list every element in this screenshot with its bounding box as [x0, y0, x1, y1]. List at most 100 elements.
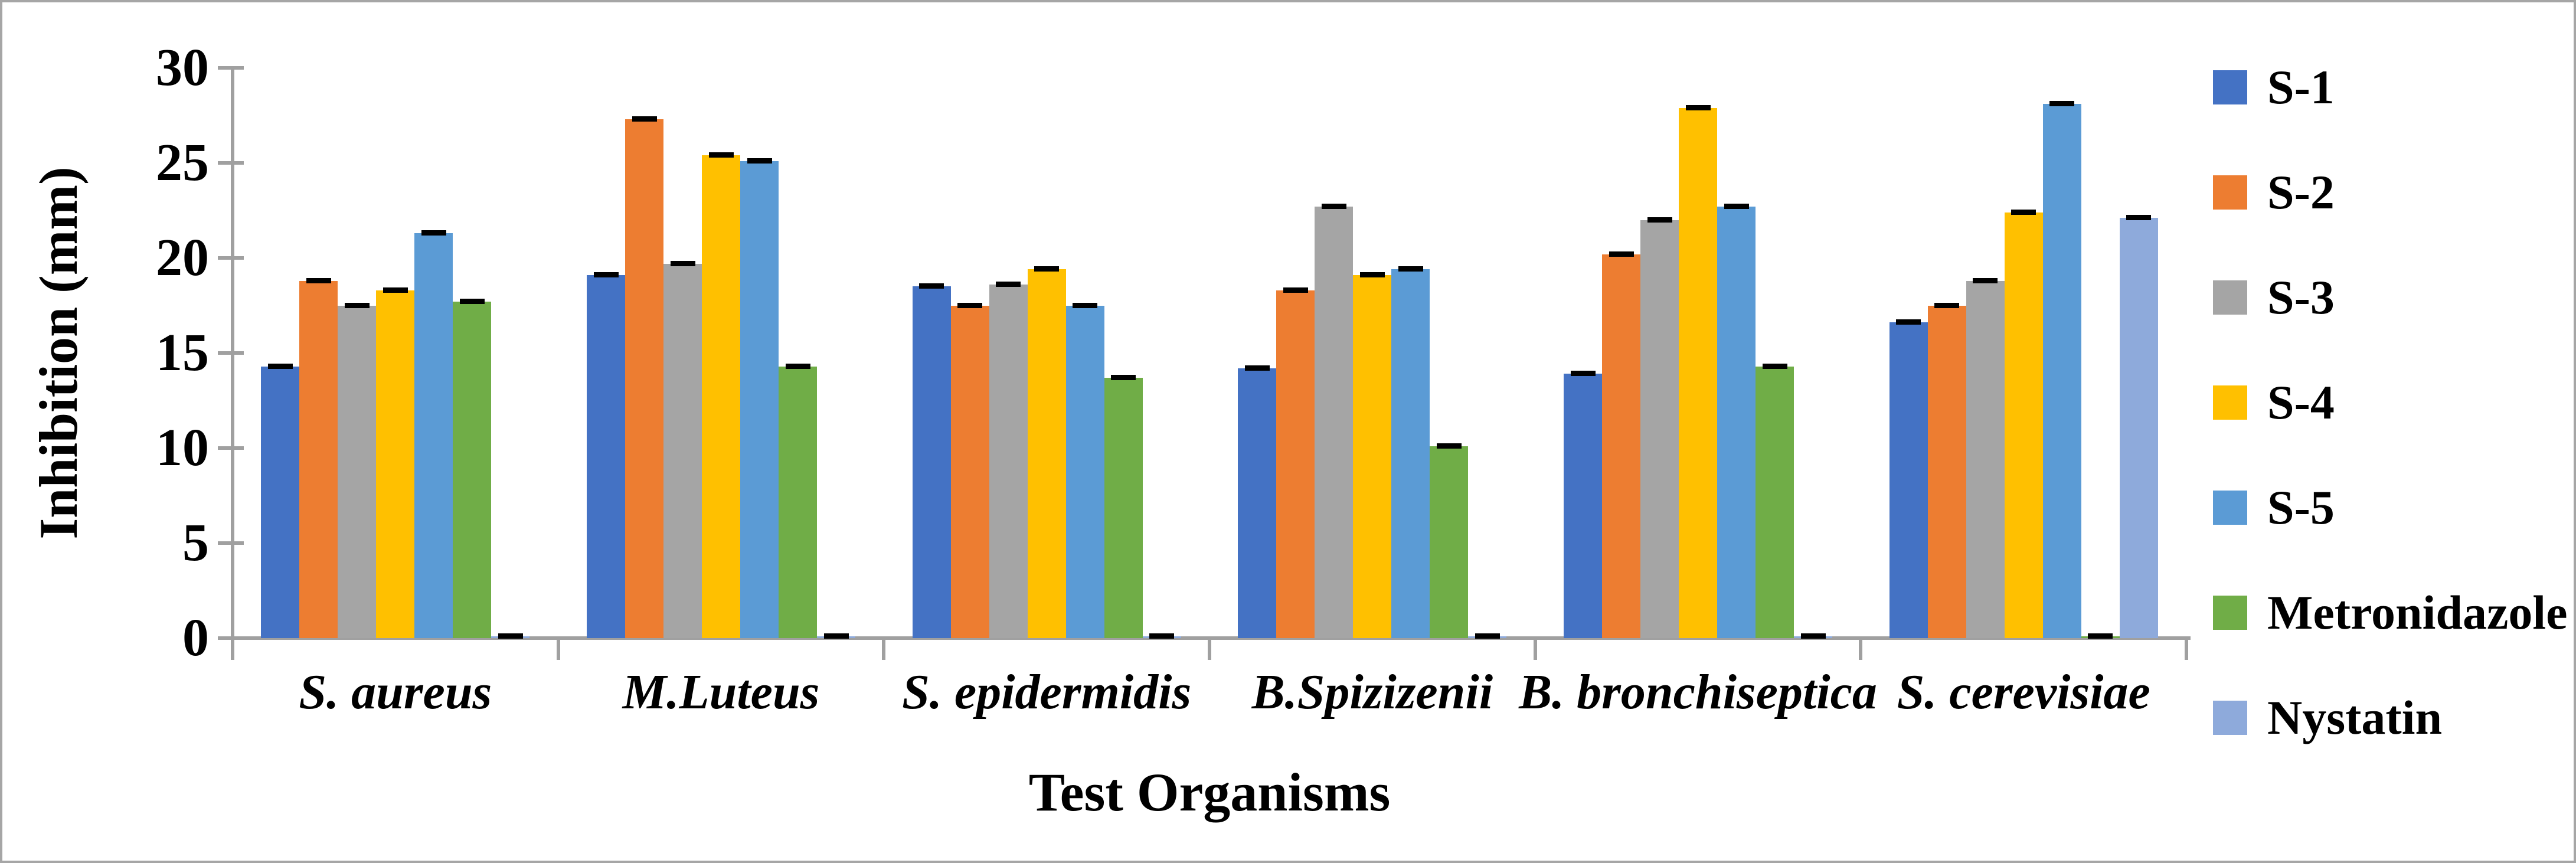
error-bar — [2049, 101, 2075, 107]
legend-item-s-5: S-5 — [2213, 480, 2335, 535]
x-axis-title: Test Organisms — [1028, 762, 1391, 822]
x-category-label: S. aureus — [299, 665, 492, 720]
bar-s-1-6 — [1889, 322, 1928, 638]
error-bar — [1896, 319, 1921, 325]
category-tick — [2185, 640, 2188, 660]
bar-s-5-1 — [414, 233, 453, 638]
legend-label: S-3 — [2267, 270, 2335, 324]
legend-swatch-nystatin — [2213, 701, 2247, 735]
y-axis-tick — [218, 541, 244, 545]
bar-metronidazole-4 — [1430, 446, 1469, 638]
legend-item-nystatin: Nystatin — [2213, 690, 2442, 746]
legend-label: S-1 — [2267, 60, 2335, 114]
bar-s-5-3 — [1065, 305, 1104, 638]
error-bar — [1475, 633, 1500, 639]
y-axis-tick — [218, 351, 244, 355]
bar-s-4-2 — [702, 155, 740, 638]
error-bar — [1436, 443, 1462, 449]
error-bar — [747, 158, 772, 164]
error-bar — [996, 282, 1021, 287]
bar-s-2-6 — [1927, 305, 1966, 638]
bar-metronidazole-3 — [1104, 377, 1143, 638]
bar-s-2-4 — [1276, 290, 1315, 638]
error-bar — [1762, 363, 1787, 369]
legend-item-s-4: S-4 — [2213, 375, 2335, 430]
y-tick-label: 30 — [156, 38, 209, 97]
bar-s-2-5 — [1602, 254, 1640, 638]
bar-s-5-5 — [1717, 207, 1756, 638]
legend-swatch-metronidazole — [2213, 596, 2247, 630]
error-bar — [785, 363, 810, 369]
bar-s-1-2 — [587, 274, 625, 638]
y-tick-label: 10 — [156, 419, 209, 477]
error-bar — [2126, 215, 2152, 221]
legend-swatch-s-5 — [2213, 491, 2247, 525]
legend-label: S-4 — [2267, 375, 2335, 429]
legend-swatch-s-2 — [2213, 175, 2247, 210]
legend-swatch-s-1 — [2213, 70, 2247, 104]
legend: S-1 S-2 S-3 S-4 S-5 Metronidazole Nystatin — [2213, 2, 2574, 861]
bar-s-3-3 — [989, 285, 1028, 638]
legend-label: Metronidazole — [2267, 586, 2568, 639]
bar-s-3-5 — [1640, 220, 1679, 638]
bar-s-3-6 — [1966, 280, 2005, 638]
bar-s-1-4 — [1238, 368, 1277, 638]
bar-metronidazole-1 — [453, 302, 492, 638]
bar-s-2-3 — [950, 305, 989, 638]
error-bar — [823, 633, 849, 639]
bar-s-4-3 — [1027, 269, 1066, 638]
error-bar — [498, 633, 523, 639]
x-category-label: S. cerevisiae — [1897, 665, 2150, 720]
error-bar — [306, 277, 331, 283]
x-category-label: B. bronchiseptica — [1519, 665, 1877, 720]
error-bar — [1398, 266, 1423, 272]
bar-s-4-4 — [1353, 274, 1392, 638]
bar-s-3-2 — [663, 263, 702, 638]
y-tick-label: 25 — [156, 133, 209, 192]
y-axis-tick — [218, 256, 244, 260]
legend-label: S-2 — [2267, 165, 2335, 219]
error-bar — [1800, 633, 1826, 639]
legend-label: Nystatin — [2267, 691, 2443, 744]
bar-s-5-6 — [2042, 104, 2081, 638]
x-axis-line — [231, 636, 2191, 640]
bar-s-1-5 — [1564, 374, 1602, 638]
error-bar — [1111, 374, 1136, 380]
y-tick-label: 20 — [156, 228, 209, 287]
error-bar — [593, 272, 619, 277]
bar-s-4-1 — [376, 290, 415, 638]
error-bar — [421, 230, 446, 236]
bar-s-1-3 — [912, 286, 951, 638]
y-tick-label: 0 — [182, 609, 209, 667]
category-tick — [1208, 640, 1211, 660]
category-tick — [1859, 640, 1863, 660]
error-bar — [1647, 217, 1672, 223]
y-axis-tick — [218, 66, 244, 70]
error-bar — [1034, 266, 1060, 272]
category-tick — [1533, 640, 1537, 660]
x-category-label: S. epidermidis — [902, 665, 1192, 720]
legend-item-s-3: S-3 — [2213, 270, 2335, 325]
error-bar — [383, 287, 408, 293]
error-bar — [267, 363, 293, 369]
category-tick — [882, 640, 886, 660]
y-tick-label: 15 — [156, 323, 209, 382]
error-bar — [459, 299, 485, 305]
bar-metronidazole-5 — [1756, 366, 1794, 638]
bar-s-3-4 — [1315, 207, 1354, 638]
legend-item-metronidazole: Metronidazole — [2213, 585, 2568, 640]
error-bar — [957, 302, 983, 308]
legend-swatch-s-3 — [2213, 280, 2247, 315]
legend-swatch-s-4 — [2213, 385, 2247, 420]
bar-metronidazole-2 — [779, 366, 817, 638]
y-axis-tick — [218, 446, 244, 450]
bar-nystatin-6 — [2119, 218, 2158, 638]
y-axis-tick — [218, 161, 244, 165]
error-bar — [1149, 633, 1175, 639]
bar-s-4-6 — [2004, 212, 2043, 638]
bar-s-5-2 — [740, 161, 779, 638]
bar-s-5-4 — [1391, 269, 1430, 638]
category-tick — [556, 640, 560, 660]
error-bar — [1321, 204, 1346, 210]
